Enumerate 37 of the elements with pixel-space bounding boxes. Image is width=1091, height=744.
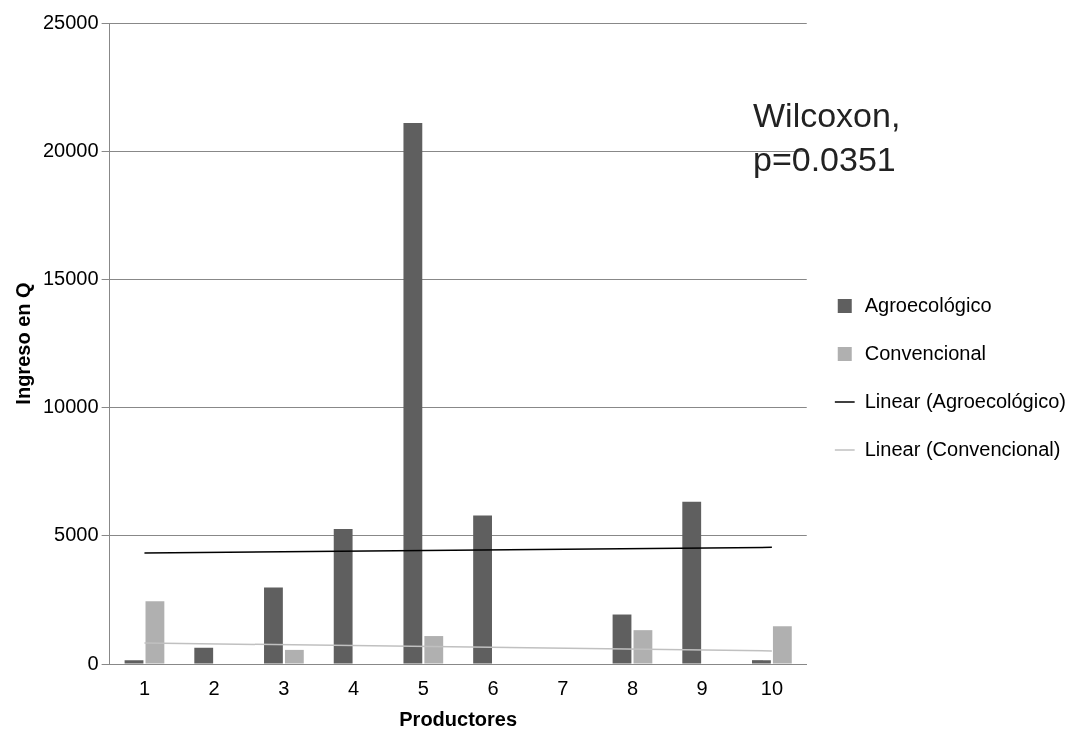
bar: [473, 515, 492, 664]
x-tick-label: 5: [417, 676, 429, 699]
bar: [612, 614, 632, 664]
bar: [633, 630, 653, 664]
y-tick-label: 15000: [42, 266, 99, 289]
y-axis-title: Ingreso en Q: [11, 282, 34, 405]
x-axis-title: Productores: [399, 707, 518, 730]
bar: [264, 587, 283, 664]
legend-label: Linear (Convencional): [864, 437, 1061, 460]
bar: [124, 660, 144, 664]
bar: [194, 647, 214, 664]
bar: [682, 501, 702, 664]
x-tick-label: 7: [557, 676, 569, 699]
bar: [145, 601, 165, 664]
y-tick-label: 10000: [42, 395, 99, 418]
x-tick-label: 2: [208, 676, 220, 699]
annotation: Wilcoxon, p=0.0351: [753, 95, 902, 180]
legend-label: Convencional: [864, 341, 986, 364]
x-tick-label: 4: [348, 676, 360, 699]
y-tick-label: 5000: [54, 523, 99, 546]
y-tick-label: 20000: [42, 138, 99, 161]
bar: [333, 528, 353, 664]
y-tick-label: 0: [87, 651, 99, 674]
legend-label: Agroecológico: [864, 293, 992, 316]
y-tick-label: 25000: [42, 10, 99, 33]
x-tick-label: 1: [138, 676, 151, 699]
x-tick-label: 3: [278, 676, 290, 699]
bar: [424, 636, 444, 664]
legend-label: Linear (Agroecológico): [864, 389, 1066, 412]
bar: [284, 649, 304, 664]
x-tick-label: 9: [696, 676, 708, 699]
bar: [403, 123, 423, 664]
x-tick-label: 8: [626, 676, 639, 699]
bar: [772, 626, 792, 664]
x-tick-label: 10: [760, 676, 784, 699]
x-tick-label: 6: [487, 676, 499, 699]
bar: [752, 660, 771, 664]
